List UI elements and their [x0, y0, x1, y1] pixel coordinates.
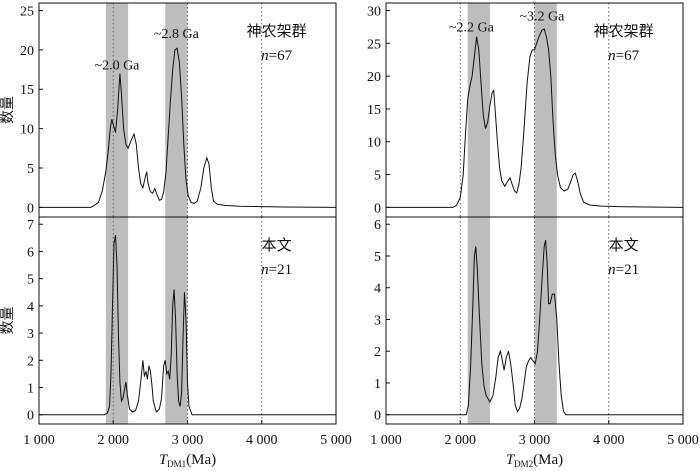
probability-curve — [39, 47, 337, 208]
y-tick-label: 0 — [27, 201, 34, 216]
panel-annotation-n: n=67 — [608, 48, 639, 64]
y-tick-label: 1 — [374, 377, 381, 392]
y-tick-label: 5 — [27, 273, 34, 288]
y-tick-label: 25 — [367, 37, 381, 52]
probability-curve — [39, 235, 336, 416]
age-band-0 — [467, 3, 490, 217]
y-tick-label: 5 — [374, 250, 381, 265]
y-tick-label: 30 — [367, 4, 381, 19]
panel-annotation-group: 神农架群 — [594, 23, 654, 40]
probability-curve — [386, 28, 684, 208]
x-axis-label: TDM2(Ma) — [506, 452, 563, 469]
y-tick-label: 3 — [27, 327, 34, 342]
probability-curve — [386, 239, 683, 416]
x-tick-label: 3 000 — [172, 433, 204, 448]
y-tick-label: 20 — [367, 70, 381, 85]
n-symbol: n — [608, 262, 616, 278]
y-tick-label: 1 — [27, 381, 34, 396]
x-tick-label: 2 000 — [445, 433, 477, 448]
y-tick-label: 2 — [374, 345, 381, 360]
peak-label: ~2.8 Ga — [154, 27, 200, 42]
x-tick-label: 1 000 — [370, 433, 402, 448]
x-tick-label: 3 000 — [519, 433, 551, 448]
n-symbol: n — [261, 262, 269, 278]
x-axis-subscript: DM1 — [167, 459, 186, 469]
panel-annotation-group: 本文 — [609, 237, 639, 254]
x-tick-label: 4 000 — [246, 433, 278, 448]
age-band-0 — [467, 217, 490, 424]
panel-2: 0 5 10 15 20 25 30 神农架群 n=67 ~2.2 Ga ~3.2 Ga — [367, 2, 684, 218]
peak-label: ~2.2 Ga — [449, 20, 495, 35]
x-tick-label: 5 000 — [320, 433, 352, 448]
y-tick-label: 6 — [27, 245, 34, 260]
n-value: =21 — [616, 262, 639, 278]
n-symbol: n — [608, 48, 616, 64]
n-symbol: n — [261, 48, 269, 64]
y-axis-label: 数量 — [0, 307, 16, 335]
y-tick-label: 15 — [367, 103, 381, 118]
y-tick-label: 10 — [20, 123, 34, 138]
x-axis-symbol: T — [159, 452, 169, 468]
y-tick-label: 10 — [367, 136, 381, 151]
y-tick-label: 0 — [374, 201, 381, 216]
y-tick-label: 5 — [374, 169, 381, 184]
y-tick-label: 15 — [20, 83, 34, 98]
age-band-0 — [105, 217, 129, 424]
panel-3: 0 1 2 3 4 5 6 1 000 2 000 3 000 4 000 5 000 本文 n=21 — [370, 216, 699, 448]
age-band-1 — [165, 3, 188, 217]
panel-annotation-group: 神农架群 — [247, 23, 307, 40]
x-axis-subscript: DM2 — [514, 459, 533, 469]
x-axis-label: TDM1(Ma) — [159, 452, 216, 469]
x-axis-unit: (Ma) — [186, 452, 216, 468]
peak-label: ~2.0 Ga — [95, 59, 141, 74]
age-band-1 — [165, 217, 188, 424]
peak-label: ~3.2 Ga — [519, 9, 565, 24]
x-tick-label: 2 000 — [98, 433, 130, 448]
age-band-1 — [534, 3, 557, 217]
panel-annotation-n: n=21 — [608, 262, 639, 278]
x-axis-symbol: T — [506, 452, 516, 468]
y-tick-label: 4 — [374, 282, 381, 297]
y-tick-label: 7 — [27, 218, 34, 233]
y-tick-label: 4 — [27, 300, 34, 315]
n-value: =21 — [269, 262, 292, 278]
y-tick-label: 5 — [27, 162, 34, 177]
panel-annotation-n: n=67 — [261, 48, 292, 64]
y-tick-label: 0 — [27, 409, 34, 424]
y-tick-label: 2 — [27, 354, 34, 369]
y-tick-label: 6 — [374, 218, 381, 233]
x-tick-label: 1 000 — [23, 433, 55, 448]
y-tick-label: 0 — [374, 409, 381, 424]
y-tick-label: 3 — [374, 313, 381, 328]
y-tick-label: 25 — [20, 4, 34, 19]
n-value: =67 — [269, 48, 293, 64]
y-tick-label: 20 — [20, 44, 34, 59]
panel-1: 0 1 2 3 4 5 6 7 1 000 2 000 3 000 4 000 5 000 本文 n=21 — [23, 216, 352, 448]
x-axis-unit: (Ma) — [533, 452, 563, 468]
n-value: =67 — [616, 48, 640, 64]
age-band-1 — [534, 217, 557, 424]
panel-annotation-group: 本文 — [262, 237, 292, 254]
x-tick-label: 5 000 — [667, 433, 699, 448]
age-band-0 — [105, 3, 129, 217]
panel-annotation-n: n=21 — [261, 262, 292, 278]
y-axis-label: 数量 — [0, 96, 16, 124]
panel-0: 0 5 10 15 20 25 神农架群 n=67 ~2.0 Ga ~2.8 Ga — [20, 2, 337, 218]
x-tick-label: 4 000 — [593, 433, 625, 448]
